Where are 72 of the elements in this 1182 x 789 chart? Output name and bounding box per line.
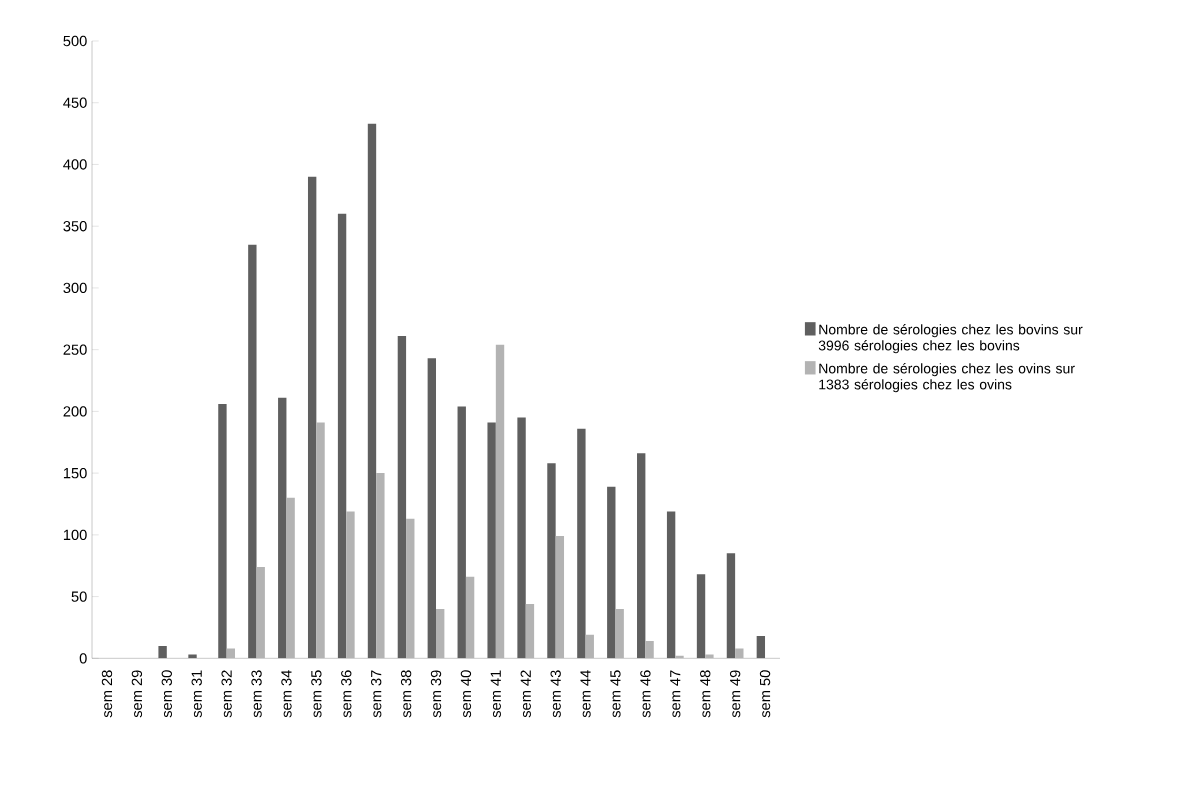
y-tick-label: 150	[63, 467, 87, 479]
y-tick-label: 500	[63, 35, 87, 47]
x-tick-label: sem 36	[341, 670, 352, 718]
bar	[457, 406, 466, 659]
x-tick-label: sem 32	[221, 670, 232, 718]
bar	[645, 641, 654, 659]
bar	[286, 497, 295, 659]
y-tick-label: 300	[63, 282, 87, 294]
y-tick-label: 0	[79, 653, 87, 664]
bar	[577, 428, 586, 659]
bar	[735, 648, 744, 659]
bar	[307, 176, 317, 659]
x-tick-label: sem 38	[400, 670, 412, 718]
bar	[436, 608, 445, 659]
legend-label: Nombre de sérologies chez les bovins sur 3996 sérologies chez les bovins	[818, 324, 1083, 354]
x-tick-label: sem 34	[281, 670, 292, 718]
bar	[756, 636, 766, 659]
bar	[158, 645, 167, 659]
x-tick-label: sem 31	[191, 670, 202, 718]
y-tick-label: 200	[63, 406, 87, 417]
bar	[666, 511, 676, 659]
bar	[337, 213, 347, 659]
bar	[465, 576, 475, 659]
x-tick-label: sem 47	[670, 670, 681, 718]
x-tick-label: sem 48	[700, 670, 711, 718]
bar	[278, 397, 287, 659]
bar	[427, 358, 437, 659]
legend-label: Nombre de sérologies chez les ovins sur 1383 sérologies chez les ovins	[819, 362, 1075, 393]
bar	[517, 417, 526, 659]
bar	[555, 536, 565, 659]
bar	[607, 486, 616, 659]
bar	[248, 244, 257, 659]
x-tick-label: sem 40	[460, 670, 472, 718]
y-tick-label: 100	[63, 529, 87, 541]
x-tick-label: sem 46	[640, 670, 651, 718]
x-tick-label: sem 30	[161, 670, 172, 718]
x-tick-label: sem 39	[430, 670, 442, 718]
bar	[316, 422, 325, 659]
x-tick-label: sem 41	[490, 670, 501, 718]
bar	[256, 566, 265, 659]
x-tick-label: sem 33	[251, 670, 262, 718]
bar	[525, 603, 535, 659]
x-tick-label: sem 45	[610, 670, 621, 718]
y-tick-label: 50	[71, 591, 87, 602]
bar	[547, 463, 556, 659]
x-tick-label: sem 28	[101, 670, 113, 718]
bar	[726, 553, 736, 659]
bar	[696, 574, 706, 659]
bar	[615, 608, 624, 659]
bar	[637, 453, 646, 659]
y-tick-label: 450	[63, 97, 87, 108]
bar	[406, 518, 415, 659]
bar	[367, 123, 377, 659]
bar	[346, 511, 355, 659]
bar	[495, 344, 505, 659]
x-tick-label: sem 35	[311, 670, 322, 718]
bar	[487, 422, 496, 659]
bar	[226, 648, 235, 659]
x-tick-label: sem 42	[520, 670, 531, 718]
y-tick-label: 250	[63, 344, 87, 355]
y-tick-label: 400	[63, 159, 87, 170]
bar	[218, 403, 227, 659]
x-tick-label: sem 43	[550, 670, 561, 718]
y-tick-label: 350	[63, 221, 87, 232]
x-tick-label: sem 49	[729, 670, 741, 718]
bar	[376, 473, 385, 659]
x-tick-label: sem 50	[759, 670, 771, 718]
x-tick-label: sem 44	[580, 670, 591, 718]
bar	[585, 634, 594, 659]
bar	[397, 336, 407, 659]
x-tick-label: sem 29	[131, 670, 143, 718]
x-tick-label: sem 37	[371, 670, 382, 718]
